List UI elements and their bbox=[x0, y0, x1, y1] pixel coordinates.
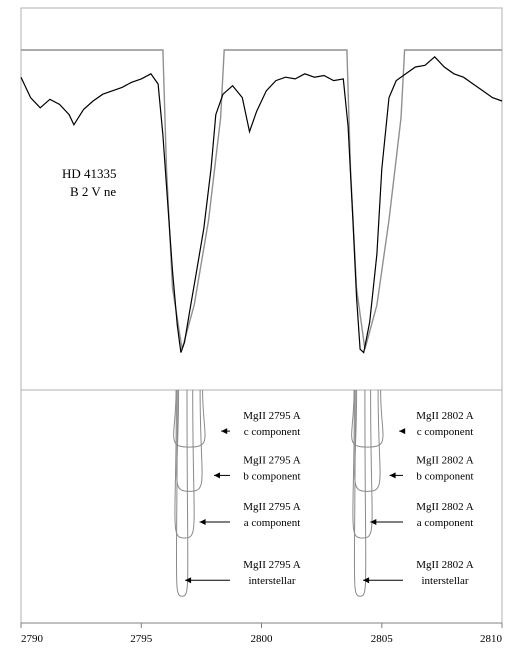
component-label-line1: MgII 2795 A bbox=[243, 454, 301, 466]
component-labels-layer: MgII 2795 A c component MgII 2795 A b compo… bbox=[185, 410, 474, 587]
component-profiles-layer bbox=[173, 389, 384, 597]
component-label-line1: MgII 2795 A bbox=[243, 501, 301, 513]
component-label-line1: MgII 2802 A bbox=[416, 454, 474, 466]
star-name-label: HD 41335 bbox=[62, 166, 117, 181]
component-arrowhead-5 bbox=[389, 472, 396, 479]
x-axis: 2790 2795 2800 2805 2810 bbox=[20, 622, 503, 645]
observed-layer bbox=[20, 55, 503, 354]
star-type-label: B 2 V ne bbox=[70, 184, 116, 199]
component-arrowhead-0 bbox=[221, 428, 228, 435]
component-arrowhead-6 bbox=[370, 519, 377, 525]
component-label-line2: a component bbox=[417, 517, 474, 529]
component-label-line1: MgII 2802 A bbox=[416, 410, 474, 422]
component-label-line1: MgII 2795 A bbox=[243, 559, 301, 571]
component-profile-7 bbox=[353, 389, 367, 597]
x-tick-label-2800: 2800 bbox=[251, 633, 274, 645]
component-label-line1: MgII 2802 A bbox=[416, 501, 474, 513]
component-arrowhead-7 bbox=[363, 577, 370, 584]
component-label-line2: b component bbox=[243, 470, 300, 482]
component-profile-0 bbox=[173, 389, 206, 448]
component-profile-4 bbox=[351, 389, 384, 448]
x-tick-label-2795: 2795 bbox=[130, 633, 153, 645]
component-label-line2: b component bbox=[416, 470, 473, 482]
x-tick-label-2790: 2790 bbox=[21, 633, 44, 645]
component-profile-6 bbox=[352, 389, 373, 539]
model-continuum-spectrum-line bbox=[21, 49, 502, 350]
component-label-line1: MgII 2802 A bbox=[416, 559, 474, 571]
component-label-line2: c component bbox=[417, 426, 474, 438]
component-profile-5 bbox=[354, 389, 381, 492]
x-tick-label-2805: 2805 bbox=[371, 633, 394, 645]
observed-spectrum-line bbox=[20, 55, 503, 354]
component-arrowhead-1 bbox=[214, 472, 220, 479]
component-label-line2: c component bbox=[244, 426, 301, 438]
component-arrowhead-2 bbox=[199, 519, 206, 525]
component-profile-2 bbox=[174, 389, 195, 539]
component-profile-3 bbox=[175, 389, 189, 597]
component-profile-1 bbox=[176, 389, 203, 492]
component-label-line2: a component bbox=[244, 517, 301, 529]
component-arrowhead-3 bbox=[185, 577, 192, 584]
component-arrowhead-4 bbox=[399, 428, 406, 435]
model-layer bbox=[21, 49, 502, 350]
component-label-line2: interstellar bbox=[421, 575, 468, 587]
x-tick-label-2810: 2810 bbox=[480, 633, 503, 645]
component-label-line2: interstellar bbox=[248, 575, 295, 587]
component-label-line1: MgII 2795 A bbox=[243, 410, 301, 422]
